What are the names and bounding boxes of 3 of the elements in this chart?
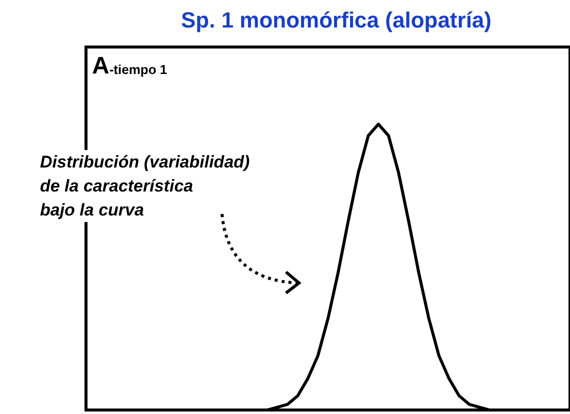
annotation: Distribución (variabilidad) de la característica bajo la curva: [40, 152, 250, 220]
chart-title: Sp. 1 monomórfica (alopatría): [181, 8, 492, 32]
text: A-tiempo 1: [92, 52, 168, 80]
